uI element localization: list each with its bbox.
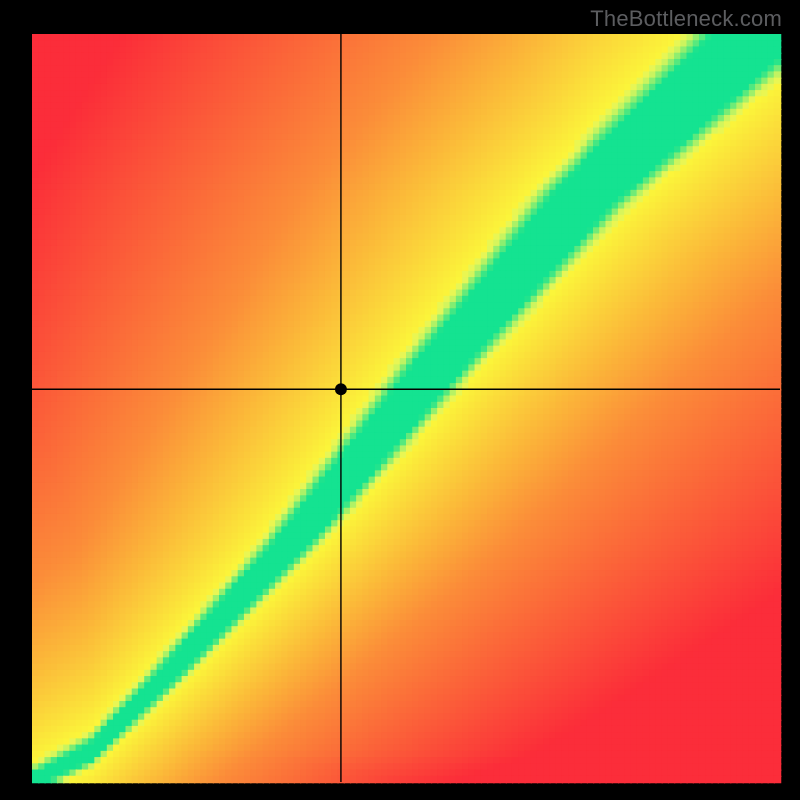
bottleneck-heatmap: [0, 0, 800, 800]
chart-container: TheBottleneck.com: [0, 0, 800, 800]
